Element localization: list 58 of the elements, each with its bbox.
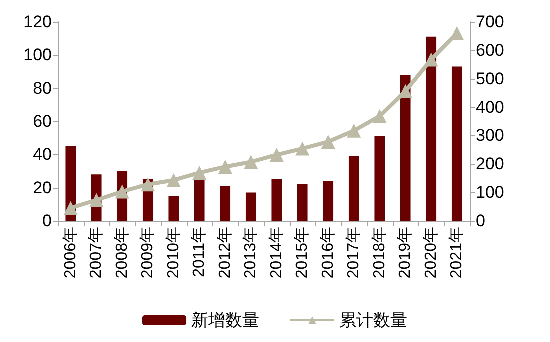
point [64, 201, 78, 216]
bar [400, 75, 411, 221]
x-tick-label: 2017年 [346, 227, 363, 279]
x-tick-label: 2007年 [88, 227, 106, 279]
point [90, 193, 104, 208]
y-tick-label: 0 [42, 212, 52, 230]
y2-tick-label: 300 [476, 126, 504, 146]
y2-tick-label: 400 [476, 98, 504, 117]
point [270, 148, 284, 162]
y-tick-label: 100 [24, 46, 52, 65]
bar [348, 156, 360, 221]
bar [246, 192, 256, 221]
x-tick-label: 2019年 [397, 227, 414, 279]
x-tick-label: 2012年 [216, 227, 234, 279]
y-tick-label: 120 [24, 12, 52, 32]
y2-tick-label: 600 [476, 40, 504, 60]
bar [452, 66, 462, 221]
point [296, 142, 310, 156]
bar [426, 36, 437, 221]
x-tick-label: 2015年 [294, 227, 312, 279]
y2-tick-label: 500 [476, 69, 504, 88]
y-tick-label: 20 [33, 178, 52, 198]
point [115, 184, 130, 199]
point [141, 178, 156, 192]
x-tick-label: 2011年 [191, 227, 208, 278]
bar [323, 181, 334, 221]
point [244, 155, 258, 170]
point [347, 124, 362, 138]
x-tick-label: 2013年 [242, 227, 260, 279]
y-tick-label: 40 [33, 145, 52, 164]
y2-tick-label: 100 [476, 183, 504, 202]
point [321, 134, 336, 149]
bar [220, 186, 231, 221]
x-tick-label: 2006年 [62, 227, 80, 279]
y2-tick-label: 200 [476, 154, 504, 174]
y-tick-label: 80 [33, 78, 52, 98]
y-tick-label: 60 [33, 112, 52, 131]
bar [168, 196, 180, 221]
y2-tick-label: 700 [476, 12, 504, 32]
bar [374, 136, 386, 221]
x-tick-label: 2008年 [114, 227, 131, 279]
legend-label: 新增数量 [192, 311, 260, 330]
y2-tick-label: 0 [476, 212, 486, 230]
point [218, 160, 232, 174]
x-tick-label: 2020年 [422, 227, 440, 279]
point [192, 166, 207, 180]
x-tick-label: 2016年 [320, 227, 337, 279]
point [372, 109, 387, 124]
legend-label: 累计数量 [340, 311, 408, 330]
x-tick-label: 2009年 [140, 227, 157, 279]
x-tick-label: 2010年 [165, 227, 182, 279]
bar [272, 180, 282, 221]
bar [297, 184, 308, 221]
point [424, 52, 438, 67]
x-tick-label: 2021年 [448, 227, 466, 279]
x-tick-label: 2018年 [371, 227, 388, 279]
x-tick-label: 2014年 [268, 227, 286, 279]
point [166, 173, 181, 188]
